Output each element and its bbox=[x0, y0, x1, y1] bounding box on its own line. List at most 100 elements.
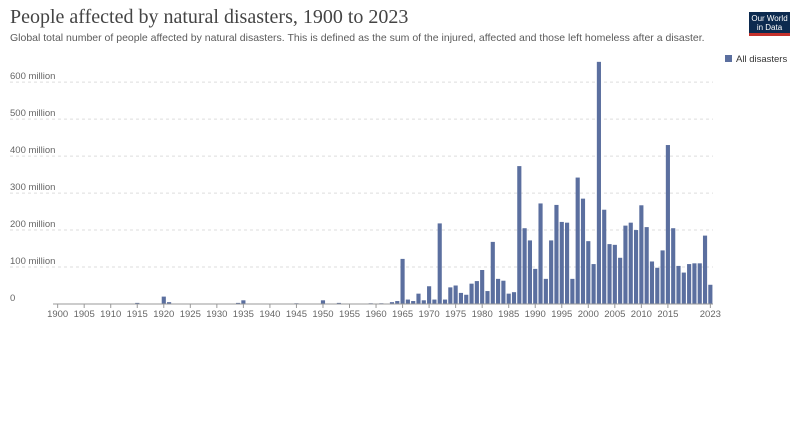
x-tick-label: 1905 bbox=[74, 309, 95, 320]
bar-2015[interactable] bbox=[665, 145, 670, 304]
bar-1982[interactable] bbox=[490, 241, 495, 304]
bar-2018[interactable] bbox=[681, 272, 686, 304]
bar-2009[interactable] bbox=[633, 230, 639, 304]
bar-1999[interactable] bbox=[580, 198, 586, 304]
bar-1983[interactable] bbox=[496, 278, 501, 304]
bar-2014[interactable] bbox=[660, 250, 665, 304]
bar-2008[interactable] bbox=[628, 222, 633, 304]
x-tick-label: 2015 bbox=[657, 309, 678, 320]
bar-1995[interactable] bbox=[559, 221, 564, 304]
bar-1998[interactable] bbox=[575, 177, 580, 304]
bar-2000[interactable] bbox=[586, 241, 591, 304]
bar-1965[interactable] bbox=[400, 258, 405, 304]
bar-1953[interactable] bbox=[336, 302, 341, 304]
x-tick-label: 1920 bbox=[153, 309, 174, 320]
x-tick-label: 1960 bbox=[365, 309, 386, 320]
x-tick-label: 1940 bbox=[259, 309, 280, 320]
x-tick-label: 2000 bbox=[578, 309, 599, 320]
bar-1989[interactable] bbox=[527, 240, 532, 304]
y-tick-label: 300 million bbox=[10, 182, 55, 193]
chart-title: People affected by natural disasters, 19… bbox=[10, 6, 409, 28]
bar-1990[interactable] bbox=[533, 268, 538, 304]
bar-2019[interactable] bbox=[687, 264, 692, 304]
bar-1986[interactable] bbox=[511, 292, 517, 304]
bar-2016[interactable] bbox=[671, 228, 676, 304]
bar-1975[interactable] bbox=[453, 285, 458, 304]
bar-2013[interactable] bbox=[655, 267, 660, 304]
y-axis-labels: 0 100 million 200 million 300 million 400 mi… bbox=[10, 71, 55, 304]
bar-1994[interactable] bbox=[554, 204, 559, 304]
owid-logo[interactable]: Our World in Data bbox=[749, 12, 790, 36]
bar-1950[interactable] bbox=[320, 300, 326, 304]
legend-label[interactable]: All disasters bbox=[736, 54, 787, 65]
x-tick-label: 1970 bbox=[419, 309, 440, 320]
x-tick-label: 1985 bbox=[498, 309, 519, 320]
bar-2017[interactable] bbox=[676, 265, 681, 304]
bar-2005[interactable] bbox=[612, 244, 617, 304]
bar-1987[interactable] bbox=[517, 166, 522, 304]
x-tick-label: 1975 bbox=[445, 309, 466, 320]
bar-1963[interactable] bbox=[389, 302, 395, 304]
x-tick-label: 1935 bbox=[233, 309, 254, 320]
bar-1993[interactable] bbox=[549, 240, 554, 304]
bar-1966[interactable] bbox=[405, 299, 410, 304]
bar-1920[interactable] bbox=[161, 296, 166, 304]
y-tick-label: 0 bbox=[10, 293, 15, 304]
bar-1978[interactable] bbox=[469, 283, 474, 304]
bar-1970[interactable] bbox=[427, 286, 432, 304]
bar-1976[interactable] bbox=[458, 292, 464, 304]
bar-1992[interactable] bbox=[543, 278, 548, 304]
bar-1980[interactable] bbox=[480, 269, 485, 304]
bar-1973[interactable] bbox=[442, 299, 448, 304]
bar-1967[interactable] bbox=[411, 301, 416, 304]
x-tick-label: 1995 bbox=[551, 309, 572, 320]
bar-2023[interactable] bbox=[708, 284, 713, 304]
bar-2011[interactable] bbox=[644, 227, 649, 304]
bar-2006[interactable] bbox=[618, 257, 623, 304]
bar-1969[interactable] bbox=[421, 300, 426, 304]
x-tick-label: 1955 bbox=[339, 309, 360, 320]
legend: All disasters bbox=[725, 54, 787, 65]
bar-1984[interactable] bbox=[501, 280, 506, 304]
bar-2001[interactable] bbox=[591, 264, 596, 304]
bar-2002[interactable] bbox=[596, 61, 601, 305]
bar-2004[interactable] bbox=[607, 244, 612, 304]
chart-subtitle: Global total number of people affected b… bbox=[10, 32, 705, 44]
bar-1964[interactable] bbox=[395, 301, 400, 304]
bar-2003[interactable] bbox=[602, 209, 607, 304]
x-tick-label: 2023 bbox=[700, 309, 721, 320]
bar-2020[interactable] bbox=[692, 263, 697, 304]
legend-swatch bbox=[725, 55, 732, 62]
x-tick-label: 1980 bbox=[472, 309, 493, 320]
bar-1934[interactable] bbox=[236, 302, 241, 304]
bar-1979[interactable] bbox=[474, 281, 479, 304]
bar-2010[interactable] bbox=[639, 205, 644, 304]
x-tick-label: 1900 bbox=[47, 309, 68, 320]
x-tick-label: 1965 bbox=[392, 309, 413, 320]
bar-1977[interactable] bbox=[464, 294, 469, 304]
bar-2022[interactable] bbox=[702, 235, 708, 304]
bar-2021[interactable] bbox=[697, 263, 702, 304]
bar-1988[interactable] bbox=[522, 228, 527, 304]
bar-1996[interactable] bbox=[565, 222, 570, 304]
bar-1968[interactable] bbox=[416, 293, 421, 304]
bar-1971[interactable] bbox=[432, 299, 437, 304]
bar-1921[interactable] bbox=[167, 302, 172, 304]
bar-2007[interactable] bbox=[623, 225, 628, 304]
y-tick-label: 500 million bbox=[10, 108, 55, 119]
x-tick-label: 2005 bbox=[604, 309, 625, 320]
bar-1972[interactable] bbox=[437, 223, 442, 304]
bar-2012[interactable] bbox=[649, 261, 655, 304]
bar-1974[interactable] bbox=[448, 287, 453, 304]
logo-line-1: Our World bbox=[751, 14, 788, 23]
x-axis-labels: 1900 1905 1910 1915 1920 1925 1930 1935 1940 1945… bbox=[47, 304, 721, 320]
bar-1997[interactable] bbox=[570, 278, 575, 304]
bar-1981[interactable] bbox=[485, 291, 490, 304]
bar-1985[interactable] bbox=[506, 293, 511, 304]
bar-1991[interactable] bbox=[538, 203, 543, 304]
y-tick-label: 100 million bbox=[10, 256, 55, 267]
y-tick-label: 600 million bbox=[10, 71, 55, 82]
bar-1935[interactable] bbox=[241, 300, 246, 304]
x-tick-label: 1945 bbox=[286, 309, 307, 320]
bar-1915[interactable] bbox=[135, 302, 140, 304]
